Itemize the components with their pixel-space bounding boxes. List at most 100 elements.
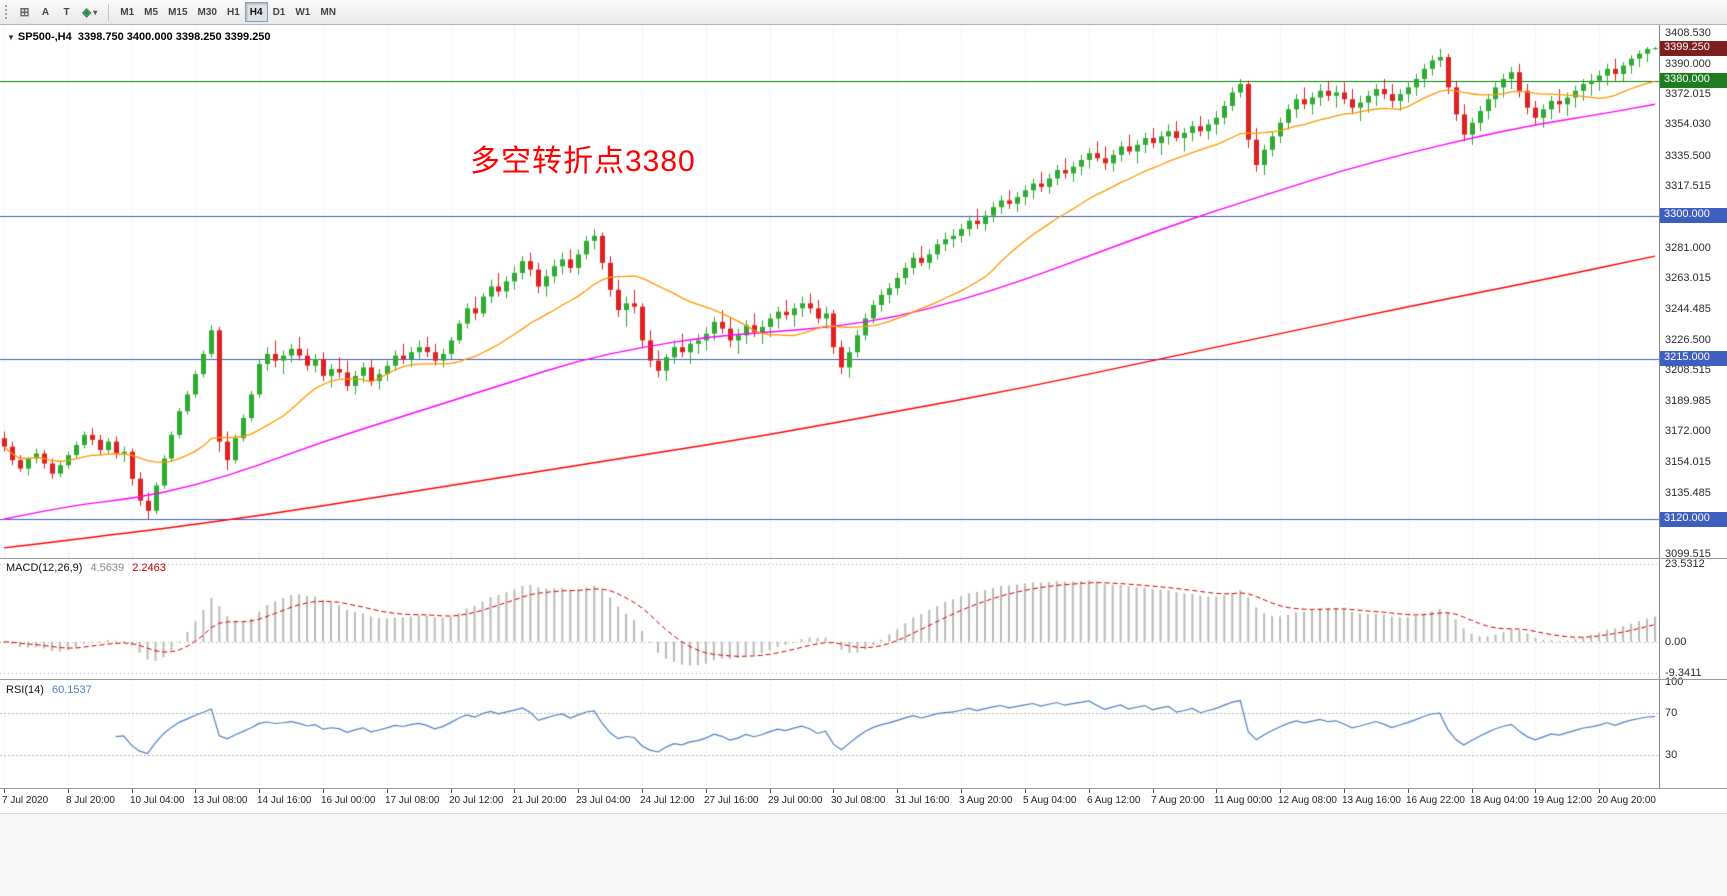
time-axis-label: 16 Aug 22:00 (1406, 795, 1465, 806)
time-axis-label: 17 Jul 08:00 (385, 795, 440, 806)
shapes-tool-button[interactable]: ◈ ▾ (77, 2, 102, 22)
rsi-axis-label: 100 (1665, 676, 1684, 688)
macd-main-value: 4.5639 (90, 562, 125, 574)
price-axis-label: 3372.015 (1665, 88, 1711, 100)
price-axis-label: 3390.000 (1665, 58, 1711, 70)
time-axis-tick (68, 789, 69, 793)
panel-separator[interactable] (0, 788, 1727, 789)
rsi-value: 60.1537 (51, 684, 92, 696)
price-chart-canvas[interactable] (0, 25, 1659, 558)
price-axis-label: 3335.500 (1665, 150, 1711, 162)
time-axis-label: 24 Jul 12:00 (640, 795, 695, 806)
time-axis[interactable]: 7 Jul 2020 8 Jul 20:00 10 Jul 04:00 13 Jul … (0, 789, 1727, 813)
rsi-panel-canvas[interactable] (0, 680, 1659, 788)
hline-tag-3215[interactable]: 3215.000 (1660, 351, 1727, 366)
time-axis-label: 23 Jul 04:00 (576, 795, 631, 806)
time-axis-label: 20 Aug 20:00 (1597, 795, 1656, 806)
time-axis-tick (642, 789, 643, 793)
time-axis-label: 29 Jul 00:00 (768, 795, 823, 806)
time-axis-tick (1089, 789, 1090, 793)
timeframe-button-h4[interactable]: H4 (244, 2, 268, 22)
text-tool-button[interactable]: T (56, 2, 77, 22)
time-axis-tick (1599, 789, 1600, 793)
price-axis-label: 3208.515 (1665, 364, 1711, 376)
timeframe-button-h1[interactable]: H1 (222, 2, 245, 22)
chart-grid-icon[interactable]: ⊞ (14, 2, 35, 22)
time-axis-tick (451, 789, 452, 793)
time-axis-tick (195, 789, 196, 793)
time-axis-tick (833, 789, 834, 793)
time-axis-label: 21 Jul 20:00 (512, 795, 567, 806)
hline-tag-3120[interactable]: 3120.000 (1660, 512, 1727, 527)
time-axis-tick (1025, 789, 1026, 793)
timeframe-button-m1[interactable]: M1 (115, 2, 139, 22)
chart-annotation[interactable]: 多空转折点3380 (470, 145, 696, 178)
time-axis-label: 14 Jul 16:00 (257, 795, 312, 806)
panel-separator[interactable] (0, 679, 1727, 680)
time-axis-tick (132, 789, 133, 793)
time-axis-label: 18 Aug 04:00 (1470, 795, 1529, 806)
time-axis-label: 7 Aug 20:00 (1151, 795, 1205, 806)
main-toolbar: ⊞ A T ◈ ▾ M1 M5 M15 M30 H1 H4 D1 W1 MN (0, 0, 1727, 25)
time-axis-tick (1408, 789, 1409, 793)
time-axis-tick (514, 789, 515, 793)
chart-collapse-icon[interactable]: ▼ (7, 33, 15, 42)
time-axis-tick (4, 789, 5, 793)
timeframe-button-m15[interactable]: M15 (163, 2, 192, 22)
rsi-axis-label: 30 (1665, 749, 1678, 761)
macd-panel-canvas[interactable] (0, 559, 1659, 679)
price-axis-label: 3172.000 (1665, 425, 1711, 437)
macd-label: MACD(12,26,9) (6, 562, 83, 574)
time-axis-label: 27 Jul 16:00 (704, 795, 759, 806)
panel-separator[interactable] (0, 558, 1727, 559)
rsi-axis-label: 70 (1665, 707, 1678, 719)
price-axis-label: 3317.515 (1665, 180, 1711, 192)
hline-tag-3300[interactable]: 3300.000 (1660, 208, 1727, 223)
time-axis-label: 10 Jul 04:00 (130, 795, 185, 806)
time-axis-tick (1535, 789, 1536, 793)
time-axis-tick (1472, 789, 1473, 793)
chevron-down-icon: ▾ (93, 7, 98, 17)
time-axis-tick (897, 789, 898, 793)
price-axis-label: 3281.000 (1665, 242, 1711, 254)
time-axis-tick (770, 789, 771, 793)
toolbar-separator (108, 3, 110, 21)
time-axis-tick (1280, 789, 1281, 793)
toolbar-grip[interactable] (4, 3, 9, 21)
price-axis-label: 3226.500 (1665, 334, 1711, 346)
price-axis[interactable]: 3408.530 3390.000 3372.015 3354.030 3335.500… (1659, 25, 1727, 789)
time-axis-tick (961, 789, 962, 793)
time-axis-label: 19 Aug 12:00 (1533, 795, 1592, 806)
price-axis-label: 3154.015 (1665, 456, 1711, 468)
chart-ohlc: 3398.750 3400.000 3398.250 3399.250 (77, 31, 271, 43)
timeframe-button-mn[interactable]: MN (315, 2, 341, 22)
time-axis-tick (578, 789, 579, 793)
timeframe-button-m30[interactable]: M30 (193, 2, 222, 22)
hline-tag-3380[interactable]: 3380.000 (1660, 73, 1727, 88)
timeframe-button-w1[interactable]: W1 (290, 2, 315, 22)
time-axis-label: 31 Jul 16:00 (895, 795, 950, 806)
price-axis-label: 3189.985 (1665, 395, 1711, 407)
current-price-tag: 3399.250 (1660, 41, 1727, 56)
price-axis-label: 3354.030 (1665, 118, 1711, 130)
macd-signal-value: 2.2463 (132, 562, 166, 574)
text-label-button[interactable]: A (35, 2, 56, 22)
chart-symbol: SP500-,H4 (17, 31, 72, 43)
time-axis-label: 11 Aug 00:00 (1214, 795, 1273, 806)
time-axis-label: 3 Aug 20:00 (959, 795, 1013, 806)
time-axis-label: 8 Jul 20:00 (66, 795, 115, 806)
timeframe-button-m5[interactable]: M5 (139, 2, 163, 22)
macd-axis-label: -9.3411 (1665, 667, 1702, 679)
macd-axis-label: 23.5312 (1665, 558, 1705, 570)
rsi-label-row: RSI(14) 60.1537 (6, 684, 92, 696)
macd-label-row: MACD(12,26,9) 4.5639 2.2463 (6, 562, 166, 574)
time-axis-tick (259, 789, 260, 793)
price-axis-label: 3408.530 (1665, 27, 1711, 39)
timeframe-button-d1[interactable]: D1 (268, 2, 291, 22)
time-axis-label: 7 Jul 2020 (2, 795, 49, 806)
timeframe-toolbar: M1 M5 M15 M30 H1 H4 D1 W1 MN (115, 2, 341, 22)
time-axis-label: 6 Aug 12:00 (1087, 795, 1141, 806)
time-axis-label: 16 Jul 00:00 (321, 795, 376, 806)
time-axis-label: 30 Jul 08:00 (831, 795, 886, 806)
